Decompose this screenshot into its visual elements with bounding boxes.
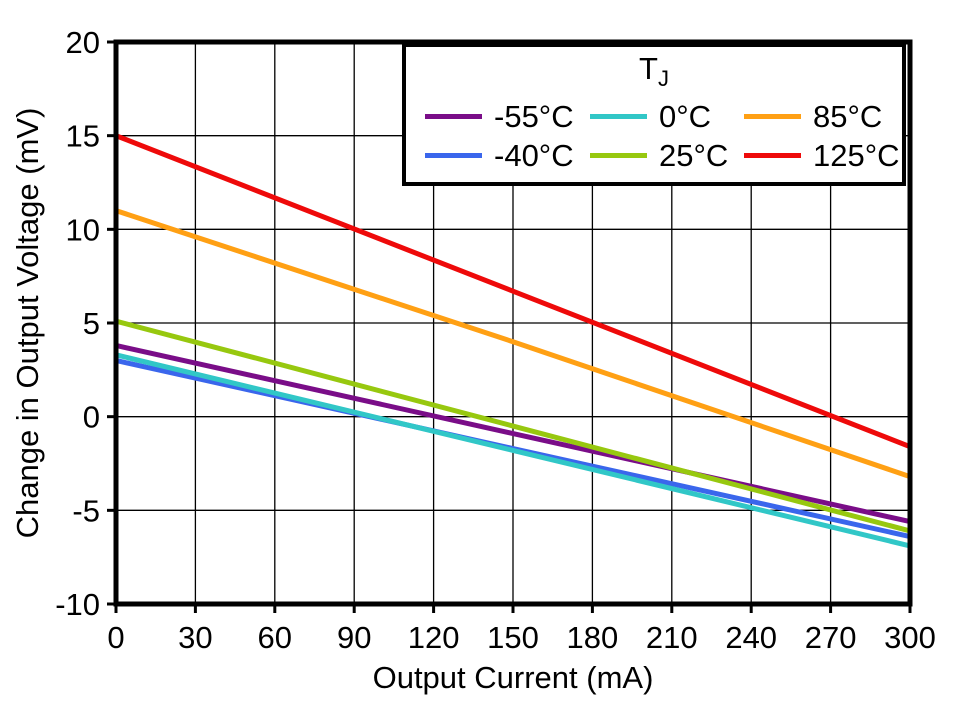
x-axis-label: Output Current (mA)	[373, 660, 654, 695]
legend-swatch-minus40c	[425, 153, 482, 158]
y-tick-label-5: 5	[83, 306, 100, 341]
y-tick-label-15: 15	[66, 119, 100, 154]
series-line--55°C	[116, 343, 910, 525]
legend-swatch-0c	[590, 114, 647, 119]
series-line-125°C	[116, 133, 910, 449]
legend-item-25c: 25°C	[590, 136, 728, 175]
legend-swatch-25c	[590, 153, 647, 158]
x-tick-label-270: 270	[805, 620, 857, 655]
legend-label-125c: 125°C	[813, 137, 900, 173]
y-tick-label--10: -10	[55, 587, 100, 622]
y-tick-label-10: 10	[66, 212, 100, 247]
y-tick-label--5: -5	[72, 493, 100, 528]
legend-label-minus40c: -40°C	[494, 137, 574, 173]
legend-column-3: 85°C 125°C	[744, 97, 900, 175]
series-lines	[116, 133, 910, 549]
legend-item-minus55c: -55°C	[425, 97, 574, 136]
legend-column-2: 0°C 25°C	[590, 97, 728, 175]
legend-label-minus55c: -55°C	[494, 98, 574, 134]
legend-item-85c: 85°C	[744, 97, 900, 136]
legend-item-125c: 125°C	[744, 136, 900, 175]
x-tick-label-300: 300	[884, 620, 936, 655]
series-line-85°C	[116, 208, 910, 479]
legend-title-sub: J	[657, 66, 669, 92]
legend-title: TJ	[406, 47, 902, 89]
legend-item-minus40c: -40°C	[425, 136, 574, 175]
x-tick-label-180: 180	[567, 620, 619, 655]
legend-swatch-85c	[744, 114, 801, 119]
plot-frame	[113, 39, 913, 607]
series-line-0°C	[116, 352, 910, 549]
legend-item-0c: 0°C	[590, 97, 728, 136]
x-tick-label-120: 120	[408, 620, 460, 655]
legend-label-85c: 85°C	[813, 98, 883, 134]
legend-label-25c: 25°C	[659, 137, 729, 173]
y-tick-label-0: 0	[83, 400, 100, 435]
legend-swatch-125c	[744, 153, 801, 158]
x-tick-label-30: 30	[178, 620, 212, 655]
x-tick-label-150: 150	[487, 620, 539, 655]
legend: TJ -55°C -40°C 0°C 25°C	[402, 43, 906, 186]
x-tick-label-240: 240	[725, 620, 777, 655]
tick-labels: 0 30 60 90 120 150 180 210 240 270 300 -10 -5 0 5 10 15 2…	[55, 25, 936, 655]
legend-swatch-minus55c	[425, 114, 482, 119]
legend-column-1: -55°C -40°C	[425, 97, 574, 175]
y-tick-label-20: 20	[66, 25, 100, 60]
x-tick-label-60: 60	[258, 620, 292, 655]
y-axis-label: Change in Output Voltage (mV)	[10, 108, 45, 539]
x-tick-label-0: 0	[107, 620, 124, 655]
series-line-25°C	[116, 318, 910, 534]
legend-label-0c: 0°C	[659, 98, 712, 134]
legend-title-main: T	[639, 51, 658, 86]
x-tick-label-90: 90	[337, 620, 371, 655]
x-tick-label-210: 210	[646, 620, 698, 655]
